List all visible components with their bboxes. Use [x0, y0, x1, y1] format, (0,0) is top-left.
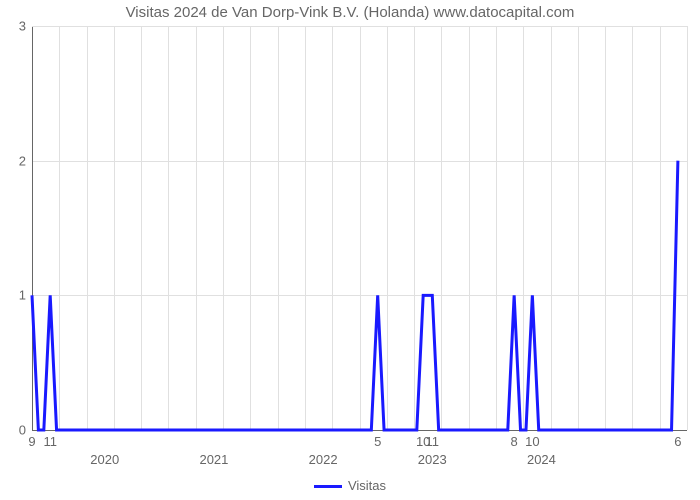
x-tick-label-month: 8 [511, 434, 518, 449]
chart-container: Visitas 2024 de Van Dorp-Vink B.V. (Hola… [0, 0, 700, 500]
x-tick-label-month: 6 [674, 434, 681, 449]
x-tick-label-year: 2024 [527, 452, 556, 467]
x-tick-label-month: 5 [374, 434, 381, 449]
x-tick-label-year: 2021 [199, 452, 228, 467]
y-tick-label: 1 [19, 288, 26, 303]
x-tick-label-year: 2023 [418, 452, 447, 467]
line-layer [32, 26, 687, 430]
chart-title: Visitas 2024 de Van Dorp-Vink B.V. (Hola… [0, 4, 700, 21]
legend: Visitas [0, 478, 700, 493]
y-tick-label: 3 [19, 19, 26, 34]
x-tick-label-month: 11 [426, 434, 440, 449]
x-tick-label-year: 2022 [309, 452, 338, 467]
x-tick-label-month: 11 [43, 434, 57, 449]
plot-area: 012391151011810620202021202220232024 [32, 26, 687, 430]
y-tick-label: 2 [19, 153, 26, 168]
plot-border-right [687, 26, 688, 430]
x-tick-label-year: 2020 [90, 452, 119, 467]
legend-label: Visitas [348, 478, 386, 493]
legend-swatch [314, 485, 342, 488]
x-tick-label-month: 9 [28, 434, 35, 449]
y-tick-label: 0 [19, 423, 26, 438]
x-tick-label-month: 10 [525, 434, 539, 449]
series-line [32, 161, 678, 430]
